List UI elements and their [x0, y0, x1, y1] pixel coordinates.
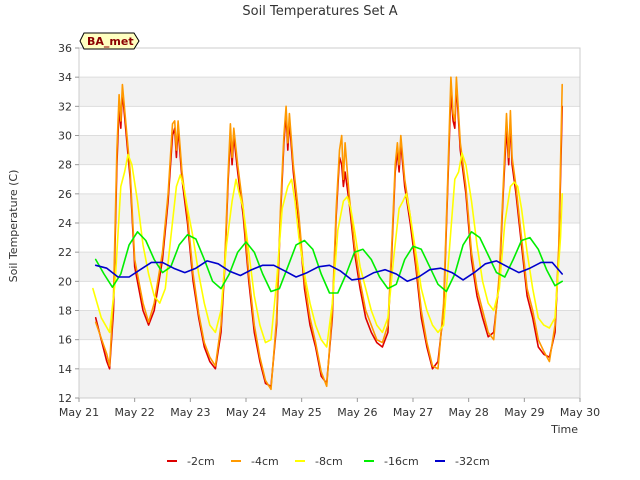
- x-tick-label: May 21: [59, 406, 99, 419]
- x-tick-label: May 26: [337, 406, 377, 419]
- legend-label: -32cm: [455, 455, 490, 468]
- y-tick-label: 24: [58, 217, 72, 230]
- badge-label: BA_met: [87, 35, 134, 48]
- y-tick-label: 18: [58, 305, 72, 318]
- x-axis-ticks: May 21 May 22 May 23 May 24 May 25 May 26 May …: [59, 398, 600, 419]
- y-axis-label: Soil Temperature (C): [7, 170, 20, 283]
- series-lines: [92, 76, 564, 391]
- series-line: [94, 260, 564, 283]
- series-line: [94, 76, 564, 391]
- station-badge: BA_met: [79, 32, 140, 50]
- y-tick-label: 12: [58, 392, 72, 405]
- badge-box: [79, 32, 140, 50]
- y-tick-label: 32: [58, 100, 72, 113]
- x-axis-label: Time: [550, 423, 578, 436]
- legend-label: -2cm: [187, 455, 215, 468]
- y-tick-label: 20: [58, 275, 72, 288]
- x-tick-label: May 27: [393, 406, 433, 419]
- series-line: [94, 231, 564, 294]
- x-tick-label: May 23: [170, 406, 210, 419]
- x-tick-label: May 28: [449, 406, 489, 419]
- legend-label: -4cm: [251, 455, 279, 468]
- x-tick-label: May 24: [226, 406, 266, 419]
- grid-band: [79, 193, 580, 223]
- legend-label: -16cm: [384, 455, 419, 468]
- grid-band: [79, 48, 580, 78]
- grid-band: [79, 106, 580, 136]
- y-tick-label: 36: [58, 42, 72, 55]
- y-tick-label: 16: [58, 334, 72, 347]
- x-tick-label: May 25: [282, 406, 322, 419]
- grid-band: [79, 368, 580, 398]
- y-tick-label: 34: [58, 71, 72, 84]
- y-tick-label: 28: [58, 159, 72, 172]
- legend: -2cm -4cm -8cm -16cm -32cm: [167, 455, 490, 468]
- chart-title: Soil Temperatures Set A: [242, 4, 397, 19]
- x-tick-label: May 22: [115, 406, 155, 419]
- grid-band: [79, 77, 580, 107]
- series-line: [92, 152, 564, 348]
- x-tick-label: May 30: [560, 406, 600, 419]
- y-tick-label: 30: [58, 130, 72, 143]
- y-tick-label: 14: [58, 363, 72, 376]
- y-tick-label: 22: [58, 246, 72, 259]
- y-axis-ticks: 12 14 16 18 20 22 24 26 28 30 32 34 36: [58, 42, 79, 405]
- grid-band: [79, 164, 580, 194]
- y-tick-label: 26: [58, 188, 72, 201]
- x-tick-label: May 29: [504, 406, 544, 419]
- grid-band: [79, 135, 580, 165]
- legend-label: -8cm: [315, 455, 343, 468]
